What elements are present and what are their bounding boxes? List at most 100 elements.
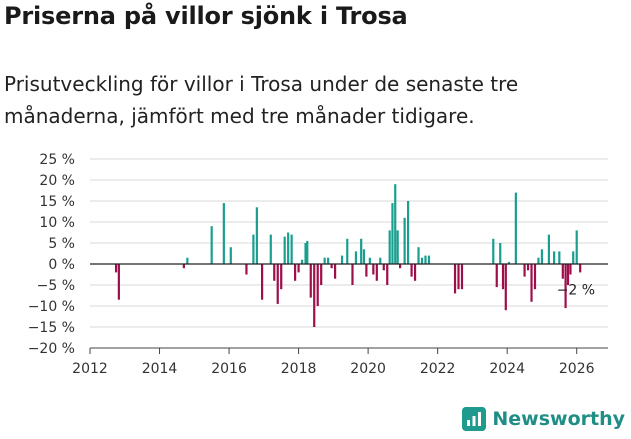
- y-tick-label: −15 %: [28, 320, 75, 336]
- bar: [507, 261, 511, 264]
- bar: [351, 264, 354, 285]
- bar: [372, 264, 375, 275]
- bar: [410, 264, 413, 277]
- bar: [114, 264, 118, 273]
- bar: [399, 264, 402, 269]
- y-tick-label: −10 %: [28, 299, 75, 315]
- bar: [526, 264, 530, 271]
- bar: [294, 264, 297, 281]
- brand-name: Newsworthy: [492, 408, 625, 430]
- bar: [396, 230, 399, 264]
- bar: [499, 243, 502, 264]
- bar: [300, 259, 304, 264]
- bar: [354, 251, 358, 264]
- bar: [523, 264, 526, 277]
- bar: [309, 264, 312, 298]
- bar: [533, 264, 537, 290]
- bar: [453, 264, 457, 294]
- bar: [368, 257, 371, 264]
- y-tick-label: 5 %: [48, 236, 75, 252]
- bar: [306, 240, 309, 264]
- y-tick-label: −5 %: [37, 278, 75, 294]
- chart-subtitle: Prisutveckling för villor i Trosa under …: [4, 72, 519, 128]
- newsworthy-brand[interactable]: Newsworthy: [462, 407, 625, 431]
- y-tick-label: 10 %: [39, 215, 75, 231]
- x-tick-label: 2016: [211, 361, 247, 377]
- bar: [313, 264, 316, 327]
- bar: [424, 255, 427, 264]
- bar: [245, 264, 248, 275]
- bar: [547, 234, 550, 264]
- bar: [210, 226, 213, 264]
- bar: [561, 264, 564, 279]
- bar: [495, 264, 498, 288]
- x-tick-label: 2014: [142, 361, 178, 377]
- bar: [273, 264, 276, 281]
- bar: [403, 217, 406, 264]
- bar: [375, 264, 378, 281]
- y-tick-label: −20 %: [28, 341, 75, 357]
- x-tick-label: 2026: [559, 361, 595, 377]
- bar: [360, 238, 363, 264]
- bar: [460, 264, 464, 290]
- bar: [558, 251, 561, 264]
- bar: [388, 230, 391, 264]
- y-tick-label: 0 %: [48, 257, 75, 273]
- bar: [362, 249, 366, 264]
- bar: [566, 264, 570, 285]
- last-value-annotation: −2 %: [557, 282, 595, 298]
- bar: [379, 257, 382, 264]
- bar: [276, 264, 279, 304]
- bar: [572, 251, 575, 264]
- x-tick-label: 2018: [281, 361, 317, 377]
- bar: [340, 255, 344, 264]
- chart-title: Priserna på villor sjönk i Trosa: [4, 2, 408, 30]
- bar: [333, 264, 337, 279]
- x-tick-label: 2012: [72, 361, 108, 377]
- newsworthy-logo-icon: [462, 407, 487, 431]
- bar: [382, 264, 385, 271]
- y-tick-label: 25 %: [39, 152, 75, 168]
- x-tick-label: 2024: [489, 361, 525, 377]
- bar: [391, 203, 394, 264]
- bar: [182, 264, 185, 269]
- y-tick-label: 20 %: [39, 173, 75, 189]
- bar: [394, 184, 397, 264]
- bar: [327, 257, 330, 264]
- bar: [252, 234, 255, 264]
- bar: [290, 234, 293, 264]
- bar: [186, 257, 189, 264]
- bar: [514, 192, 517, 264]
- bar: [417, 247, 420, 264]
- x-tick-label: 2022: [420, 361, 456, 377]
- bar: [427, 255, 431, 264]
- bar: [569, 264, 572, 275]
- bar: [229, 247, 232, 264]
- bar: [504, 264, 507, 311]
- bar: [413, 264, 417, 281]
- bar: [564, 264, 567, 309]
- bar: [287, 232, 290, 264]
- bar: [579, 264, 582, 273]
- bar: [280, 264, 283, 290]
- bar: [222, 203, 225, 264]
- bar: [575, 230, 578, 264]
- bar: [537, 257, 540, 264]
- y-tick-label: 15 %: [39, 194, 75, 210]
- bar: [386, 264, 389, 285]
- bar: [330, 264, 333, 269]
- bar: [117, 264, 120, 300]
- bar: [530, 264, 533, 302]
- x-tick-label: 2020: [350, 361, 386, 377]
- bar: [283, 236, 286, 264]
- bar: [492, 238, 495, 264]
- bar: [420, 257, 424, 264]
- bar: [304, 243, 307, 264]
- bar: [457, 264, 460, 290]
- bar: [316, 264, 319, 306]
- bar: [323, 257, 326, 264]
- bar: [297, 264, 300, 273]
- bar: [553, 251, 556, 264]
- bar: [255, 207, 258, 264]
